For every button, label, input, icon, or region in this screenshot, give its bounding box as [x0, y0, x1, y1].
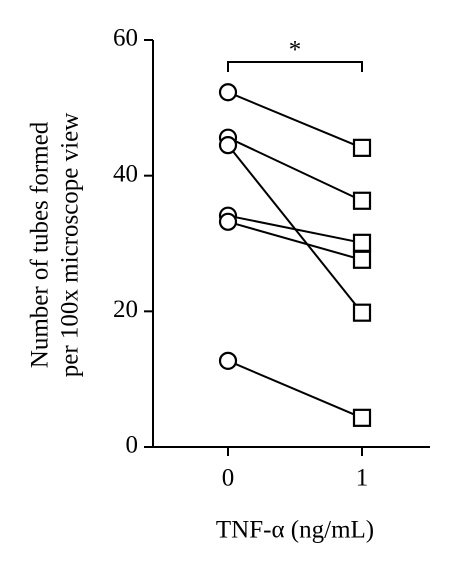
y-tick-label: 0 — [126, 432, 139, 459]
point-marker — [218, 212, 238, 231]
y-axis-label: per 100x microscope view — [57, 113, 84, 378]
y-tick-label: 40 — [113, 160, 138, 187]
point-marker — [218, 83, 238, 102]
x-axis-label: TNF-α (ng/mL) — [216, 517, 374, 544]
point-marker — [352, 408, 372, 427]
significance-annotation: * — [289, 37, 302, 64]
pair-line — [227, 214, 363, 244]
pair-line — [227, 220, 363, 261]
point-marker — [352, 250, 372, 269]
x-tick-label: 1 — [356, 465, 369, 492]
pair-line — [227, 91, 363, 149]
pair-line — [227, 359, 363, 419]
point-marker — [352, 233, 372, 252]
point-marker — [352, 138, 372, 157]
pair-line — [227, 136, 363, 202]
y-axis-label: Number of tubes formed — [27, 121, 54, 368]
significance-bracket — [227, 61, 363, 72]
y-tick-label: 60 — [113, 25, 138, 52]
point-marker — [352, 191, 372, 210]
point-marker — [218, 351, 238, 370]
point-marker — [352, 303, 372, 322]
x-tick-label: 0 — [222, 465, 235, 492]
y-tick-label: 20 — [113, 296, 138, 323]
point-marker — [218, 136, 238, 155]
